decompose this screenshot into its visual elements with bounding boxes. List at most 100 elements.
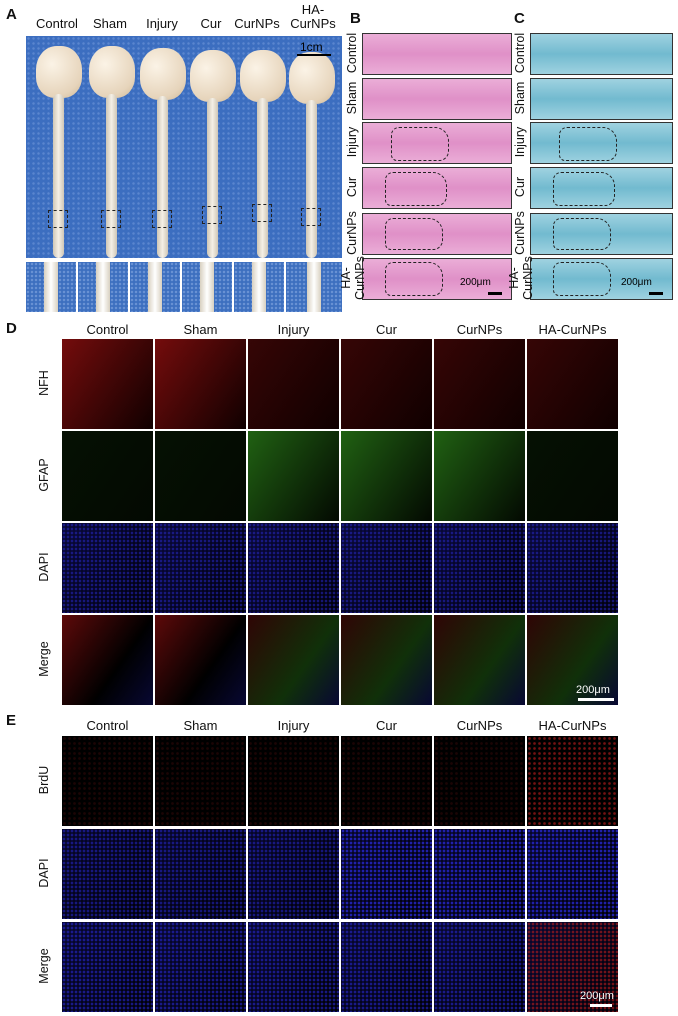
- lfb-image-cur: [530, 167, 673, 209]
- lfb-scale-bar: [649, 292, 663, 295]
- if-d-nfh-cur: [341, 339, 432, 429]
- if-e-dapi-ha-curnps: [527, 829, 618, 919]
- he-row-label-ha: HA-: [339, 267, 353, 289]
- lfb-row-label-ha: HA-: [507, 267, 521, 289]
- if-d-gfap-curnps: [434, 431, 525, 521]
- if-e-brdu-injury: [248, 736, 339, 826]
- if-d-col-label-sham: Sham: [183, 322, 218, 337]
- panel-a-scale-label: 1cm: [300, 40, 323, 54]
- brain-injury: [140, 48, 186, 100]
- photo-label-sham: Sham: [93, 16, 127, 31]
- zoom-box-sham: [101, 210, 121, 228]
- if-e-col-label-injury: Injury: [277, 718, 310, 733]
- if-d-gfap-sham: [155, 431, 246, 521]
- zoom-inset-cur: [182, 262, 232, 312]
- if-d-dapi-injury: [248, 523, 339, 613]
- zoom-inset-curnps: [234, 262, 284, 312]
- if-d-row-label-merge: Merge: [37, 641, 51, 677]
- zoom-box-ha-curnps: [301, 208, 321, 226]
- if-e-dapi-sham: [155, 829, 246, 919]
- if-e-brdu-cur: [341, 736, 432, 826]
- brain-ha-curnps: [289, 52, 335, 104]
- zoom-box-injury: [152, 210, 172, 228]
- cord-ha-curnps: [306, 100, 317, 258]
- he-scale-label: 200μm: [460, 277, 491, 288]
- if-e-col-label-control: Control: [86, 718, 129, 733]
- he-image-sham: [362, 78, 512, 120]
- photo-label-curnps: CurNPs: [234, 16, 280, 31]
- brain-cur: [190, 50, 236, 102]
- zoom-box-control: [48, 210, 68, 228]
- lfb-image-curnps: [530, 213, 673, 255]
- if-d-merge-cur: [341, 615, 432, 705]
- if-d-col-label-control: Control: [86, 322, 129, 337]
- lfb-image-control: [530, 33, 673, 75]
- zoom-box-curnps: [252, 204, 272, 222]
- if-d-row-label-gfap: GFAP: [37, 458, 51, 492]
- lfb-lesion-outline-ha-curnps: [553, 262, 611, 296]
- if-e-row-label-brdu: BrdU: [37, 765, 51, 795]
- if-d-nfh-curnps: [434, 339, 525, 429]
- if-e-brdu-sham: [155, 736, 246, 826]
- if-e-brdu-control: [62, 736, 153, 826]
- lfb-row-label-ha-curnps: CurNPs: [521, 256, 535, 300]
- if-d-scale-label: 200μm: [576, 684, 610, 696]
- lfb-lesion-outline-cur: [553, 172, 615, 206]
- brain-control: [36, 46, 82, 98]
- if-e-col-label-sham: Sham: [183, 718, 218, 733]
- if-e-dapi-control: [62, 829, 153, 919]
- he-lesion-outline-curnps: [385, 218, 443, 250]
- if-d-col-label-curnps: CurNPs: [456, 322, 503, 337]
- he-image-ha-curnps: [362, 258, 512, 300]
- if-d-dapi-curnps: [434, 523, 525, 613]
- if-d-gfap-cur: [341, 431, 432, 521]
- photo-label-cur: Cur: [200, 16, 222, 31]
- if-d-col-label-injury: Injury: [277, 322, 310, 337]
- if-e-scale-bar: [590, 1004, 612, 1007]
- he-image-cur: [362, 167, 512, 209]
- if-d-merge-control: [62, 615, 153, 705]
- if-d-merge-sham: [155, 615, 246, 705]
- if-d-nfh-injury: [248, 339, 339, 429]
- if-d-row-label-nfh: NFH: [37, 370, 51, 396]
- zoom-inset-control: [26, 262, 76, 312]
- if-d-merge-injury: [248, 615, 339, 705]
- cord-sham: [106, 94, 117, 258]
- lfb-image-sham: [530, 78, 673, 120]
- photo-label-control: Control: [36, 16, 78, 31]
- if-e-brdu-ha-curnps: [527, 736, 618, 826]
- if-e-brdu-curnps: [434, 736, 525, 826]
- if-d-gfap-control: [62, 431, 153, 521]
- if-d-row-label-dapi: DAPI: [37, 552, 51, 582]
- if-e-row-label-dapi: DAPI: [37, 858, 51, 888]
- he-lesion-outline-ha-curnps: [385, 262, 443, 296]
- he-lesion-outline-cur: [385, 172, 447, 206]
- if-d-dapi-ha-curnps: [527, 523, 618, 613]
- panel-a-letter: A: [6, 6, 17, 23]
- if-e-dapi-injury: [248, 829, 339, 919]
- if-e-merge-curnps: [434, 922, 525, 1012]
- zoom-inset-ha-curnps: [286, 262, 342, 312]
- he-row-label-ha-curnps: CurNPs: [353, 256, 367, 300]
- cord-injury: [157, 96, 168, 258]
- panel-e-letter: E: [6, 712, 17, 729]
- if-e-merge-injury: [248, 922, 339, 1012]
- panel-c-letter: C: [514, 10, 525, 27]
- if-e-merge-control: [62, 922, 153, 1012]
- panel-d-letter: D: [6, 320, 17, 337]
- if-d-merge-curnps: [434, 615, 525, 705]
- cord-curnps: [257, 98, 268, 258]
- he-lesion-outline-injury: [391, 127, 449, 161]
- if-d-col-label-cur: Cur: [376, 322, 397, 337]
- if-e-merge-cur: [341, 922, 432, 1012]
- if-e-dapi-curnps: [434, 829, 525, 919]
- if-e-merge-ha-curnps: [527, 922, 618, 1012]
- if-d-scale-bar: [578, 698, 614, 701]
- he-image-control: [362, 33, 512, 75]
- zoom-inset-injury: [130, 262, 180, 312]
- if-d-dapi-control: [62, 523, 153, 613]
- zoom-inset-sham: [78, 262, 128, 312]
- if-d-gfap-injury: [248, 431, 339, 521]
- lfb-image-injury: [530, 122, 673, 164]
- he-image-curnps: [362, 213, 512, 255]
